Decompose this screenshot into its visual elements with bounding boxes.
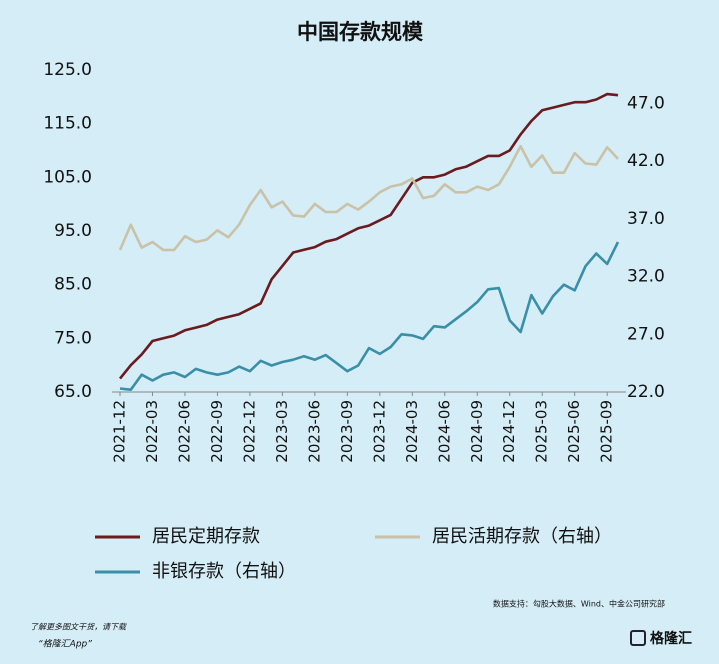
y-tick-label: 105.0 — [43, 167, 92, 187]
x-tick-label: 2022-06 — [175, 400, 193, 463]
x-tick-label: 2023-03 — [273, 400, 291, 463]
y-tick-label: 75.0 — [54, 328, 92, 348]
x-tick-label: 2025-03 — [533, 400, 551, 463]
y-tick-label: 95.0 — [54, 221, 92, 241]
y2-tick-label: 32.0 — [627, 267, 665, 287]
legend-label: 居民定期存款 — [152, 526, 260, 547]
footer-line: 了解更多图文干货，请下载 — [30, 623, 127, 632]
y-tick-label: 65.0 — [54, 382, 92, 402]
logo: 格隆汇 — [650, 630, 692, 647]
series-line — [118, 144, 619, 252]
series-line — [118, 92, 619, 380]
x-tick-label: 2023-09 — [338, 400, 356, 463]
series-line — [119, 241, 620, 391]
y2-tick-label: 42.0 — [627, 151, 665, 171]
footer-line: “格隆汇App” — [38, 639, 92, 650]
x-tick-label: 2025-06 — [565, 400, 583, 463]
x-tick-label: 2025-09 — [598, 400, 616, 463]
x-tick-label: 2023-12 — [370, 400, 388, 463]
y-tick-label: 125.0 — [43, 60, 92, 80]
source: 数据支持：勾股大数据、Wind、中金公司研究部 — [493, 599, 665, 609]
x-tick-label: 2022-09 — [208, 400, 226, 463]
x-tick-label: 2024-09 — [468, 400, 486, 463]
y-tick-label: 115.0 — [43, 114, 92, 134]
x-tick-label: 2024-03 — [403, 400, 421, 463]
y2-tick-label: 27.0 — [627, 324, 665, 344]
x-tick-label: 2022-03 — [143, 400, 161, 463]
x-tick-label: 2024-06 — [435, 400, 453, 463]
x-tick-label: 2024-12 — [500, 400, 518, 463]
y2-tick-label: 22.0 — [627, 382, 665, 402]
legend-label: 非银存款（右轴） — [152, 561, 296, 582]
y2-tick-label: 37.0 — [627, 209, 665, 229]
x-tick-label: 2022-12 — [240, 400, 258, 463]
x-tick-label: 2023-06 — [305, 400, 323, 463]
logo-icon — [630, 630, 646, 646]
y2-tick-label: 47.0 — [627, 93, 665, 113]
chart-title: 中国存款规模 — [297, 20, 424, 44]
x-tick-label: 2021-12 — [111, 400, 129, 463]
legend-label: 居民活期存款（右轴） — [432, 526, 612, 547]
y-tick-label: 85.0 — [54, 275, 92, 295]
